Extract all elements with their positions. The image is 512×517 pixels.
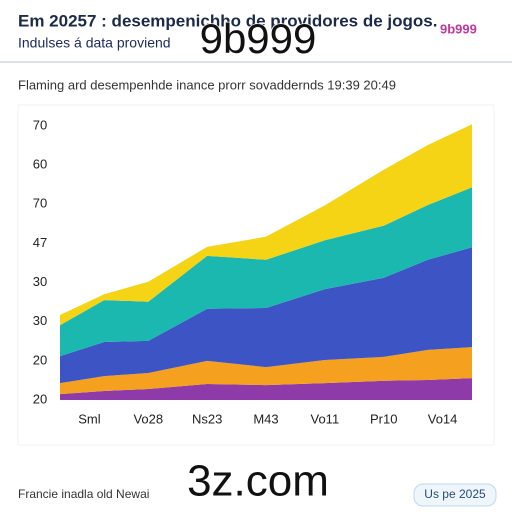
y-tick-label: 20 <box>33 352 47 367</box>
footer-watermark: 3z.com <box>187 457 329 506</box>
plot <box>60 124 472 400</box>
watermark: 9b999 <box>200 15 317 62</box>
page-title: Em 20257 : desempenichho de providores d… <box>18 11 437 30</box>
area <box>60 247 472 384</box>
area <box>60 187 472 357</box>
chart-frame <box>17 104 495 446</box>
x-tick-label: Vo11 <box>311 411 340 426</box>
area <box>60 347 472 395</box>
badge <box>413 483 497 507</box>
y-tick-label: 60 <box>33 156 47 171</box>
page-subtitle: Indulses á data proviend <box>18 35 171 51</box>
footer-text: Francie inadla old Newai <box>18 487 149 501</box>
x-tick-label: Vo28 <box>133 411 163 426</box>
x-tick-label: Ns23 <box>192 411 222 426</box>
x-tick-label: Vo14 <box>428 411 458 426</box>
y-tick-label: 30 <box>33 274 47 289</box>
y-tick-label: 47 <box>33 235 47 250</box>
badge-text: Us pe 2025 <box>424 487 486 501</box>
y-tick-label: 70 <box>33 196 47 211</box>
chart-title: Flaming ard desempenhde inance prorr sov… <box>18 77 396 92</box>
x-tick-label: Pr10 <box>370 411 397 426</box>
area <box>60 378 472 400</box>
x-tick-label: M43 <box>253 411 278 426</box>
y-tick-label: 20 <box>33 391 47 406</box>
y-tick-label: 70 <box>33 117 47 132</box>
logo: 9b999 <box>440 21 477 36</box>
y-tick-label: 30 <box>33 313 47 328</box>
area <box>60 124 472 326</box>
x-tick-label: Sml <box>78 411 101 426</box>
